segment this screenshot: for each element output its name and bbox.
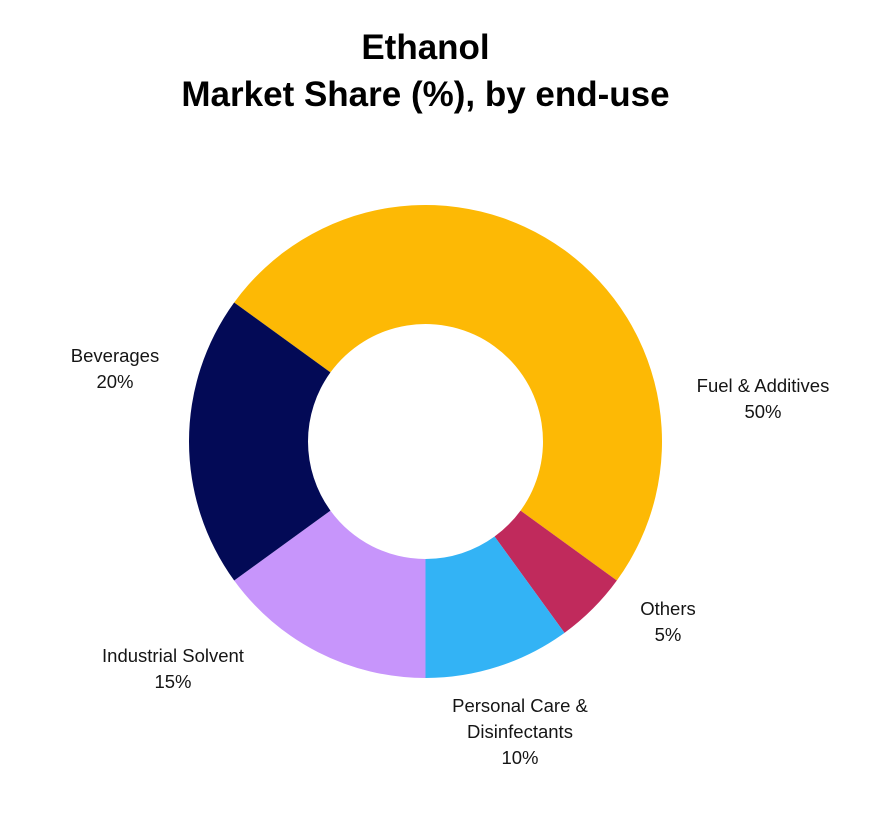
chart-title-line-1: Ethanol xyxy=(361,28,490,67)
label-personal-care-name-1: Personal Care & xyxy=(452,695,588,716)
label-fuel-additives: Fuel & Additives 50% xyxy=(697,373,830,425)
label-personal-care-name-2: Disinfectants xyxy=(467,721,573,742)
label-industrial-solvent: Industrial Solvent 15% xyxy=(102,643,244,695)
label-beverages: Beverages 20% xyxy=(71,343,159,395)
label-others: Others 5% xyxy=(640,596,696,648)
label-beverages-name: Beverages xyxy=(70,345,160,366)
label-beverages-value: 20% xyxy=(96,371,134,392)
slice-fuel-additives xyxy=(234,205,662,581)
chart-title: Ethanol Market Share (%), by end-use xyxy=(0,24,851,118)
slice-personal-care-disinfectants xyxy=(425,536,565,678)
donut-slices xyxy=(189,205,662,678)
label-personal-care: Personal Care & Disinfectants 10% xyxy=(452,693,588,771)
label-industrial-solvent-value: 15% xyxy=(154,671,192,692)
chart-title-line-2: Market Share (%), by end-use xyxy=(181,75,670,114)
slice-industrial-solvent xyxy=(234,510,426,678)
label-industrial-solvent-name: Industrial Solvent xyxy=(102,645,244,666)
label-others-value: 5% xyxy=(654,624,682,645)
slice-beverages xyxy=(189,302,331,581)
label-fuel-additives-name: Fuel & Additives xyxy=(696,375,830,396)
label-others-name: Others xyxy=(640,598,696,619)
label-fuel-additives-value: 50% xyxy=(744,401,782,422)
label-personal-care-value: 10% xyxy=(501,747,539,768)
slice-others xyxy=(494,510,617,633)
